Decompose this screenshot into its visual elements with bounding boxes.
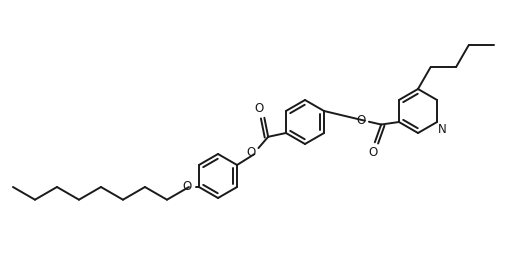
Text: O: O bbox=[368, 146, 377, 159]
Text: O: O bbox=[246, 146, 255, 158]
Text: N: N bbox=[438, 123, 447, 136]
Text: O: O bbox=[357, 114, 366, 127]
Text: O: O bbox=[183, 181, 192, 194]
Text: O: O bbox=[255, 102, 264, 115]
